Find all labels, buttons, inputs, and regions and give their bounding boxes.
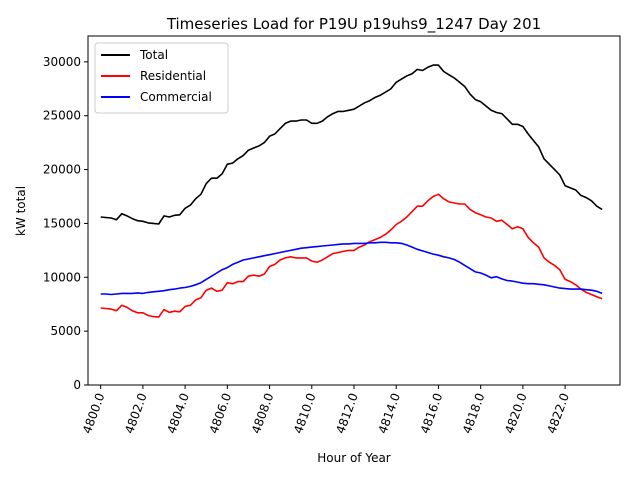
y-tick-label: 10000 xyxy=(43,270,81,284)
legend-label-total: Total xyxy=(139,48,168,62)
legend-box xyxy=(94,42,229,114)
y-tick-label: 5000 xyxy=(50,324,81,338)
y-axis: 0 5000 10000 15000 20000 25000 30000 xyxy=(43,55,88,392)
y-tick-label: 15000 xyxy=(43,216,81,230)
chart-title: Timeseries Load for P19U p19uhs9_1247 Da… xyxy=(166,15,541,34)
series-line-residential xyxy=(100,193,603,318)
y-tick-label: 0 xyxy=(73,378,81,392)
series-line-total xyxy=(100,64,603,225)
x-axis-label: Hour of Year xyxy=(317,451,391,465)
plot-frame xyxy=(87,35,621,386)
legend-label-commercial: Commercial xyxy=(140,90,212,104)
y-tick-label: 30000 xyxy=(43,55,81,69)
y-tick-label: 25000 xyxy=(43,109,81,123)
legend-label-residential: Residential xyxy=(140,69,206,83)
series-line-commercial xyxy=(100,241,603,296)
y-tick-label: 20000 xyxy=(43,163,81,177)
y-axis-label: kW total xyxy=(14,186,28,236)
plot-series xyxy=(100,64,603,318)
legend: Total Residential Commercial xyxy=(94,42,229,114)
